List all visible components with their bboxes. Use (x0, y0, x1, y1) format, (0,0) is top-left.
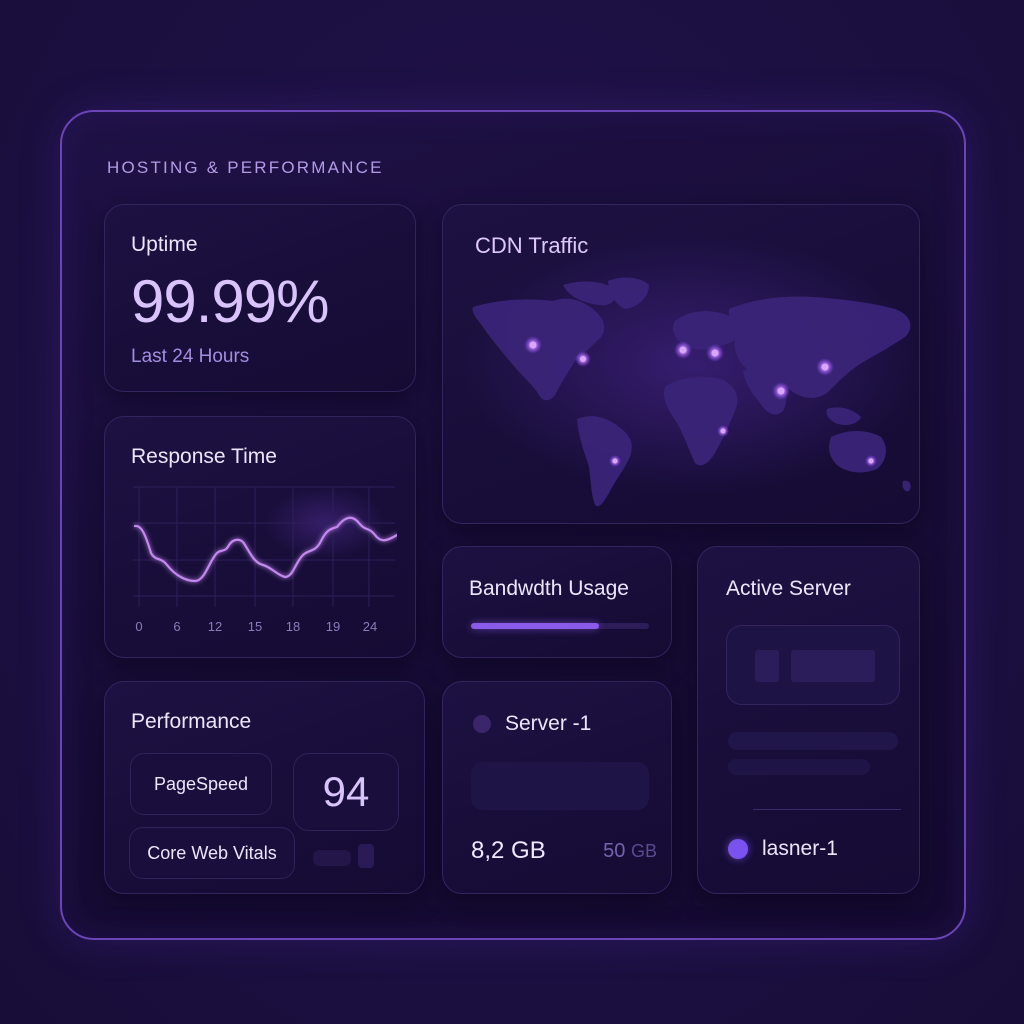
response-time-title: Response Time (131, 445, 277, 468)
performance-card[interactable]: Performance PageSpeed Core Web Vitals 94 (104, 681, 425, 894)
response-time-chart (133, 486, 397, 607)
placeholder-line (728, 759, 870, 775)
server-total-value: 50 (603, 840, 626, 862)
cdn-node-markers (524, 336, 877, 467)
core-web-vitals-button[interactable]: Core Web Vitals (129, 827, 295, 879)
server-usage-block (471, 762, 649, 810)
pagespeed-button[interactable]: PageSpeed (130, 753, 272, 815)
bandwidth-progress-bar (471, 623, 649, 629)
active-server-panel (726, 625, 900, 705)
server-rack-icon (791, 650, 875, 682)
server-rack-icon (755, 650, 779, 682)
active-server-name: lasner-1 (762, 837, 838, 860)
active-server-title: Active Server (726, 577, 851, 600)
x-tick: 19 (325, 619, 341, 634)
x-tick: 0 (135, 619, 143, 634)
divider (753, 809, 901, 810)
uptime-title: Uptime (131, 233, 198, 256)
performance-title: Performance (131, 710, 252, 733)
server-card[interactable]: Server -1 8,2 GB 50 GB (442, 681, 672, 894)
server-total-storage: 50 GB (603, 840, 657, 863)
x-tick: 24 (362, 619, 378, 634)
bandwidth-usage-card[interactable]: Bandwdth Usage (442, 546, 672, 658)
server-total-unit: GB (630, 841, 657, 861)
server-name: Server -1 (505, 712, 592, 735)
cdn-traffic-card[interactable]: CDN Traffic (442, 204, 920, 524)
x-tick: 12 (207, 619, 223, 634)
bandwidth-title: Bandwdth Usage (469, 577, 629, 600)
server-status-icon (473, 715, 491, 733)
active-status-icon (728, 839, 748, 859)
x-tick: 6 (173, 619, 181, 634)
uptime-subtitle: Last 24 Hours (131, 346, 250, 367)
pagespeed-score-box: 94 (293, 753, 399, 831)
vitals-bar-icon (358, 844, 374, 868)
x-tick: 15 (247, 619, 263, 634)
pagespeed-score: 94 (322, 768, 370, 815)
active-server-card[interactable]: Active Server lasner-1 (697, 546, 920, 894)
uptime-card[interactable]: Uptime 99.99% Last 24 Hours (104, 204, 416, 392)
section-title: HOSTING & PERFORMANCE (107, 158, 384, 177)
vitals-bar-icon (313, 850, 351, 866)
response-time-x-axis: 0 6 12 15 18 19 24 (125, 619, 395, 637)
cdn-traffic-title: CDN Traffic (475, 233, 589, 258)
response-time-card[interactable]: Response Time 0 (104, 416, 416, 658)
server-used-storage: 8,2 GB (471, 837, 546, 864)
x-tick: 18 (285, 619, 301, 634)
world-map-icon (463, 235, 919, 507)
uptime-value: 99.99% (131, 268, 329, 335)
bandwidth-progress-fill (471, 623, 600, 629)
placeholder-line (728, 732, 898, 750)
